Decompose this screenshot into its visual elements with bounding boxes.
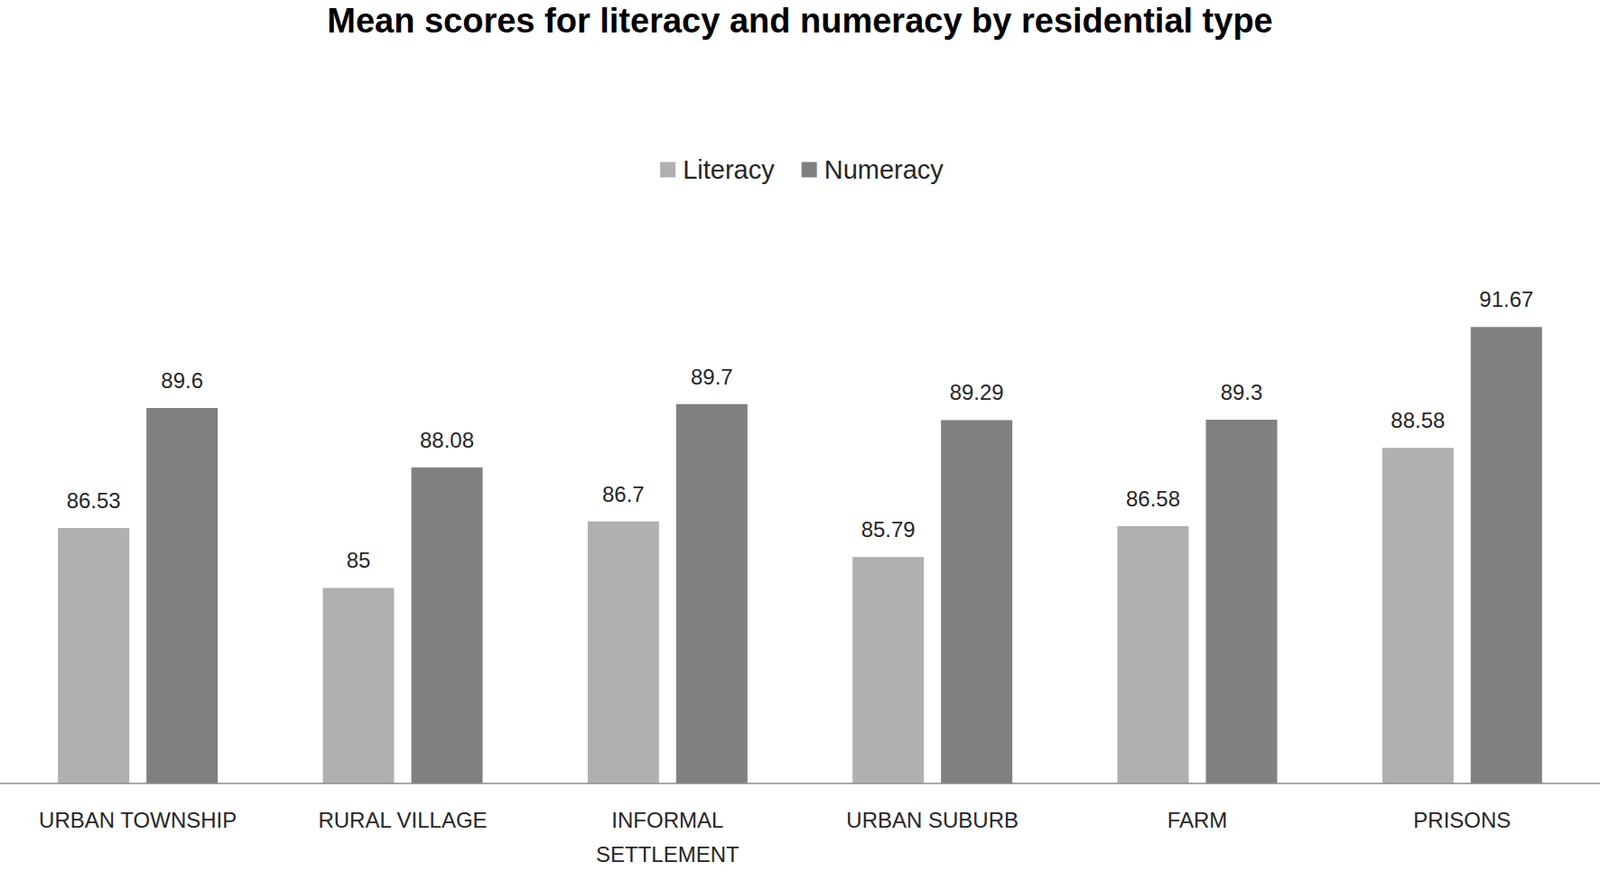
data-label: 91.67 (1479, 287, 1534, 312)
bar (852, 557, 924, 784)
data-labels: 86.53 89.6 85 88.08 86.7 89.7 85.79 89.29 86.58 8… (66, 287, 1535, 573)
x-tick-label: PRISONS (1413, 808, 1511, 833)
bar (676, 404, 748, 784)
bar (1206, 419, 1278, 784)
data-label: 89.6 (160, 368, 204, 393)
data-label: 89.7 (690, 364, 734, 390)
data-label: 88.08 (419, 427, 475, 453)
legend-swatch (660, 162, 676, 178)
legend: Literacy Numeracy (660, 155, 944, 185)
x-tick-label: INFORMAL SETTLEMENT (595, 808, 740, 867)
x-tick-label-line: FARM (1167, 808, 1228, 833)
x-tick-label-line: INFORMAL (611, 808, 724, 833)
data-label: 86.53 (66, 488, 121, 513)
x-tick-label-line: URBAN SUBURB (846, 808, 1019, 833)
bar (1470, 326, 1543, 784)
title: Mean scores for literacy and numeracy by… (326, 1, 1274, 40)
x-tick-label-line: PRISONS (1413, 808, 1511, 833)
data-label: 85.79 (861, 517, 916, 542)
legend-label: Literacy (682, 155, 775, 185)
bar (1117, 526, 1190, 784)
bar (587, 521, 660, 784)
data-label: 85 (346, 548, 372, 573)
x-axis (0, 782, 1600, 785)
data-label: 86.7 (602, 482, 645, 507)
bar (1382, 447, 1454, 784)
x-tick-label: FARM (1167, 808, 1228, 833)
data-label: 88.58 (1390, 408, 1445, 433)
bar (940, 419, 1013, 784)
bars (57, 326, 1543, 784)
x-tick-label: RURAL VILLAGE (317, 808, 487, 833)
x-tick-label-line: URBAN TOWNSHIP (38, 808, 237, 833)
x-tick-label: URBAN SUBURB (846, 808, 1019, 833)
legend-label: Numeracy (824, 155, 945, 185)
chart: Mean scores for literacy and numeracy by… (0, 0, 1600, 871)
x-tick-label-line: SETTLEMENT (595, 842, 740, 867)
x-tick-label-line: RURAL VILLAGE (317, 808, 487, 833)
bar (146, 408, 218, 784)
x-tick-label: URBAN TOWNSHIP (38, 808, 237, 833)
bar (411, 467, 484, 784)
data-label: 89.29 (949, 380, 1005, 405)
data-label: 89.3 (1220, 380, 1264, 405)
data-label: 86.58 (1125, 486, 1181, 512)
bar (323, 587, 395, 784)
bar (57, 528, 130, 784)
legend-swatch (801, 162, 818, 178)
